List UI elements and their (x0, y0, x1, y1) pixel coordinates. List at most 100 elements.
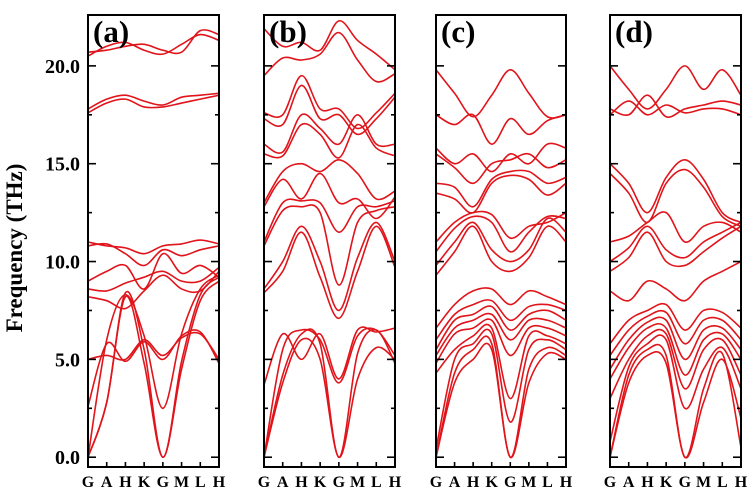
band-line (263, 198, 396, 243)
y-tick-label: 0.0 (55, 447, 80, 469)
band-line (87, 239, 220, 255)
y-axis-title: Frequency (THz) (2, 164, 27, 333)
band-line (609, 159, 742, 224)
x-tick-label: M (521, 474, 536, 491)
x-tick-label: H (119, 474, 132, 491)
band-line (435, 225, 567, 276)
x-tick-label: G (157, 474, 170, 491)
band-line (609, 343, 742, 459)
x-tick-label: G (604, 474, 617, 491)
band-line (87, 276, 220, 459)
panel-frame (263, 14, 396, 468)
band-line (609, 309, 742, 356)
band-line (435, 318, 567, 364)
band-line (263, 204, 396, 286)
x-tick-label: A (101, 474, 113, 491)
band-line (87, 92, 220, 110)
panel-label: (d) (615, 14, 653, 49)
x-tick-label: K (485, 474, 498, 491)
band-line (609, 221, 742, 263)
band-line (87, 252, 220, 290)
panel-label: (b) (269, 14, 307, 49)
x-tick-label: H (735, 474, 748, 491)
band-line (435, 174, 567, 214)
panel-c: G A H K G M L H(c) (430, 14, 573, 491)
x-tick-label: G (504, 474, 517, 491)
band-line (435, 68, 567, 119)
band-line (609, 334, 742, 442)
x-tick-label: H (389, 474, 402, 491)
x-tick-label: L (195, 474, 206, 491)
x-tick-label: L (542, 474, 553, 491)
band-line (435, 287, 567, 329)
x-tick-label: H (467, 474, 480, 491)
band-line (87, 94, 220, 114)
band-line (87, 274, 220, 458)
band-line (609, 211, 742, 243)
y-tick-label: 20.0 (45, 56, 80, 78)
band-line (609, 328, 742, 399)
band-line (263, 31, 396, 83)
panel-frame (609, 14, 742, 468)
band-line (435, 335, 567, 459)
band-line (609, 65, 742, 110)
band-line (609, 351, 742, 459)
panel-b: G A H K G M L H(b) (258, 14, 402, 491)
x-tick-label: A (623, 474, 635, 491)
band-line (609, 302, 742, 345)
band-line (435, 323, 567, 400)
band-line (435, 328, 567, 450)
x-tick-label: G (679, 474, 692, 491)
band-line (609, 225, 742, 272)
chart-panels: 0.05.010.015.020.0G A H K G M L H(a)G A H K G M L H(b)… (45, 14, 748, 491)
panel-label: (a) (93, 14, 129, 49)
band-line (263, 221, 396, 312)
band-line (435, 152, 567, 185)
band-line (263, 159, 396, 204)
band-line (263, 113, 396, 154)
x-tick-label: M (174, 474, 189, 491)
x-tick-label: H (641, 474, 654, 491)
band-line (435, 305, 567, 351)
band-line (87, 270, 220, 310)
x-tick-label: G (82, 474, 95, 491)
band-line (263, 327, 396, 458)
x-tick-label: A (277, 474, 289, 491)
band-line (435, 113, 567, 145)
band-line (609, 168, 742, 228)
x-tick-label: A (449, 474, 461, 491)
band-line (87, 331, 220, 361)
band-line (87, 280, 220, 459)
panel-label: (c) (441, 14, 475, 49)
x-tick-label: L (371, 474, 382, 491)
x-tick-label: K (314, 474, 327, 491)
band-line (87, 329, 220, 407)
band-line (263, 172, 396, 220)
band-line (435, 217, 567, 266)
panel-frame (435, 14, 567, 468)
band-line (87, 33, 220, 57)
y-tick-label: 15.0 (45, 154, 80, 176)
x-tick-label: K (138, 474, 151, 491)
band-line (609, 316, 742, 370)
band-line (263, 20, 396, 71)
band-line (435, 210, 567, 243)
band-line (435, 299, 567, 341)
x-tick-label: M (696, 474, 711, 491)
x-tick-label: G (430, 474, 443, 491)
x-tick-label: H (295, 474, 308, 491)
panel-frame (87, 14, 220, 468)
x-tick-label: K (660, 474, 673, 491)
panel-d: G A H K G M L H(d) (604, 14, 748, 491)
band-line (435, 215, 567, 253)
panel-a: 0.05.010.015.020.0G A H K G M L H(a) (45, 14, 226, 491)
band-line (263, 84, 396, 136)
x-tick-label: G (333, 474, 346, 491)
band-line (87, 29, 220, 55)
x-tick-label: M (350, 474, 365, 491)
band-line (609, 94, 742, 118)
y-tick-label: 10.0 (45, 252, 80, 274)
x-tick-label: H (213, 474, 226, 491)
band-line (263, 74, 396, 130)
